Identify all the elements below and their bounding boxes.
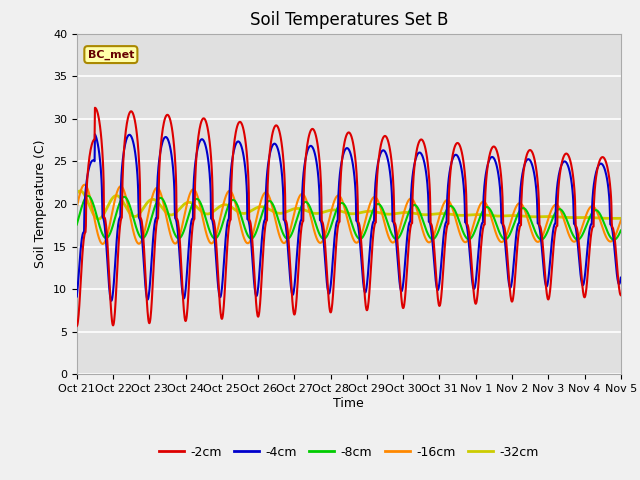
Title: Soil Temperatures Set B: Soil Temperatures Set B — [250, 11, 448, 29]
Y-axis label: Soil Temperature (C): Soil Temperature (C) — [35, 140, 47, 268]
Text: BC_met: BC_met — [88, 49, 134, 60]
Legend: -2cm, -4cm, -8cm, -16cm, -32cm: -2cm, -4cm, -8cm, -16cm, -32cm — [154, 441, 543, 464]
X-axis label: Time: Time — [333, 397, 364, 410]
